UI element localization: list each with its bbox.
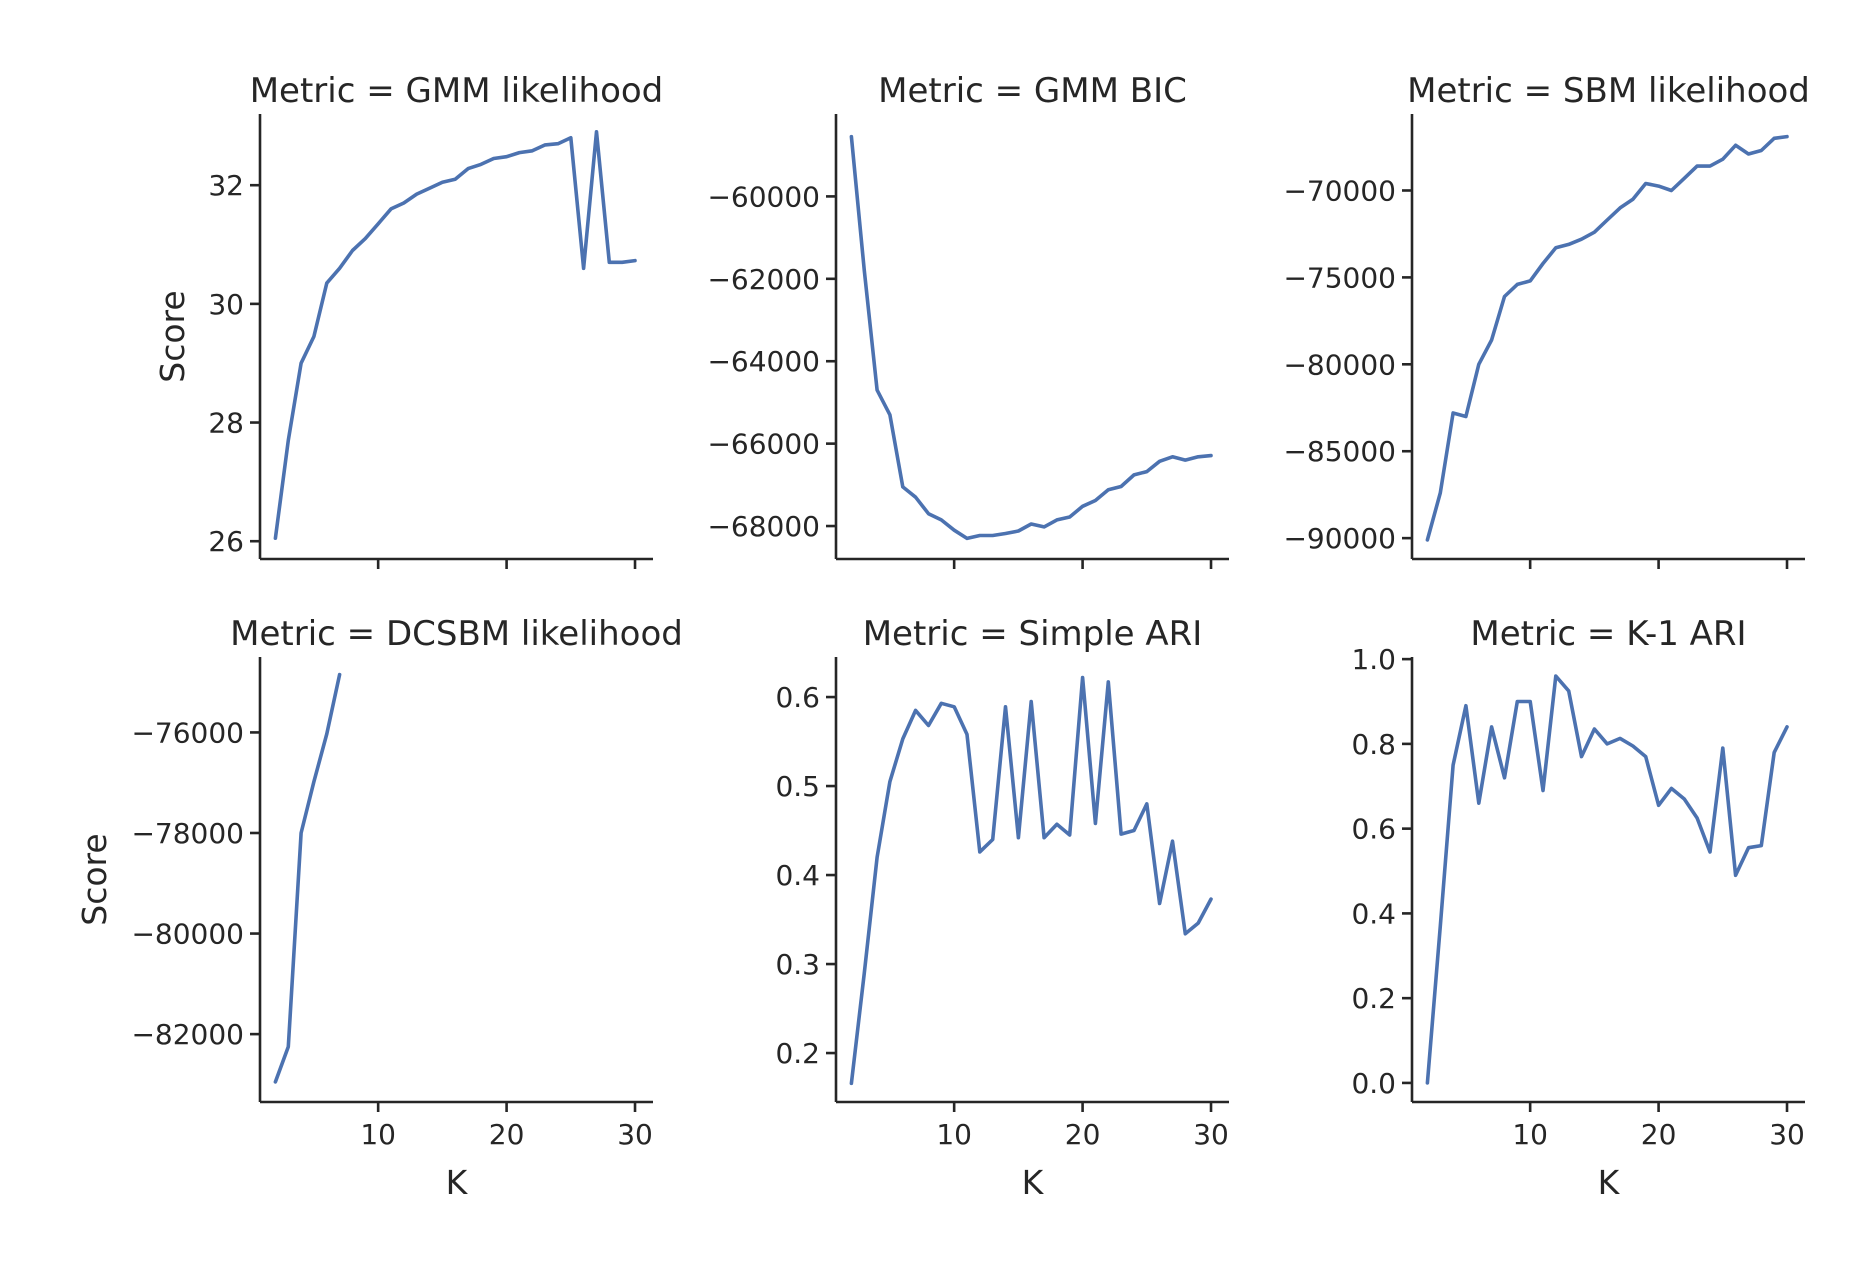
facet-title: Metric = GMM likelihood (250, 71, 664, 111)
y-tick-label: 0.2 (775, 1037, 820, 1070)
y-tick-label: 28 (208, 407, 244, 440)
y-tick-label: 0.5 (775, 770, 820, 803)
x-tick-label: 30 (1193, 1118, 1229, 1151)
y-tick-label: 0.4 (1351, 897, 1396, 930)
y-axis-label: Score (153, 290, 192, 382)
facet-title: Metric = SBM likelihood (1407, 71, 1810, 111)
y-tick-label: 1.0 (1351, 643, 1396, 676)
facet-title: Metric = GMM BIC (878, 71, 1187, 111)
x-axis-label: K (1022, 1163, 1045, 1202)
x-tick-label: 20 (489, 1118, 525, 1151)
facet-title: Metric = K-1 ARI (1470, 614, 1746, 654)
y-tick-label: −68000 (707, 510, 820, 543)
y-tick-label: −80000 (131, 918, 244, 951)
panel-gmm-likelihood: Metric = GMM likelihood 26 28 30 32 Score (153, 71, 663, 569)
facet-title: Metric = Simple ARI (863, 614, 1203, 654)
panel-simple-ari: Metric = Simple ARI 0.2 0.3 0.4 0.5 0.6 10 20 30… (775, 614, 1229, 1202)
series-line (849, 675, 1213, 1086)
panel-k-1-ari: Metric = K-1 ARI 0.0 0.2 0.4 0.6 0.8 1.0 10 20 30… (1351, 614, 1805, 1202)
x-tick-label: 30 (617, 1118, 653, 1151)
y-tick-label: 0.2 (1351, 982, 1396, 1015)
y-tick-label: 0.6 (775, 681, 820, 714)
y-axis-label: Score (75, 833, 114, 925)
y-tick-label: −80000 (1283, 348, 1396, 381)
y-tick-label: −66000 (707, 428, 820, 461)
y-tick-label: −85000 (1283, 435, 1396, 468)
facet-title: Metric = DCSBM likelihood (230, 614, 683, 654)
y-tick-label: −76000 (131, 716, 244, 749)
y-tick-label: −60000 (707, 180, 820, 213)
x-tick-label: 30 (1769, 1118, 1805, 1151)
x-tick-label: 10 (936, 1118, 972, 1151)
x-tick-label: 20 (1065, 1118, 1101, 1151)
x-axis-label: K (1598, 1163, 1621, 1202)
series-line (849, 134, 1213, 541)
panel-dcsbm-likelihood: Metric = DCSBM likelihood −82000 −80000 −78… (75, 614, 683, 1202)
y-tick-label: 0.3 (775, 948, 820, 981)
series-line (273, 130, 637, 541)
y-tick-label: −82000 (131, 1018, 244, 1051)
y-tick-label: 26 (208, 525, 244, 558)
x-axis-label: K (446, 1163, 469, 1202)
y-tick-label: 30 (208, 288, 244, 321)
y-tick-label: 0.0 (1351, 1067, 1396, 1100)
series-line (1425, 674, 1789, 1085)
y-tick-label: −78000 (131, 817, 244, 850)
y-tick-label: −62000 (707, 263, 820, 296)
x-tick-label: 10 (1512, 1118, 1548, 1151)
y-tick-label: −70000 (1283, 174, 1396, 207)
y-tick-label: 0.4 (775, 859, 820, 892)
series-line (1425, 134, 1789, 542)
y-tick-label: −90000 (1283, 522, 1396, 555)
y-tick-label: 32 (208, 169, 244, 202)
panel-gmm-bic: Metric = GMM BIC −68000 −66000 −64000 −62000… (707, 71, 1229, 569)
y-tick-label: −64000 (707, 345, 820, 378)
y-tick-label: −75000 (1283, 261, 1396, 294)
panel-sbm-likelihood: Metric = SBM likelihood −90000 −85000 −8000… (1283, 71, 1810, 569)
x-tick-label: 20 (1641, 1118, 1677, 1151)
series-line (273, 672, 342, 1084)
y-tick-label: 0.8 (1351, 728, 1396, 761)
y-tick-label: 0.6 (1351, 813, 1396, 846)
x-tick-label: 10 (360, 1118, 396, 1151)
